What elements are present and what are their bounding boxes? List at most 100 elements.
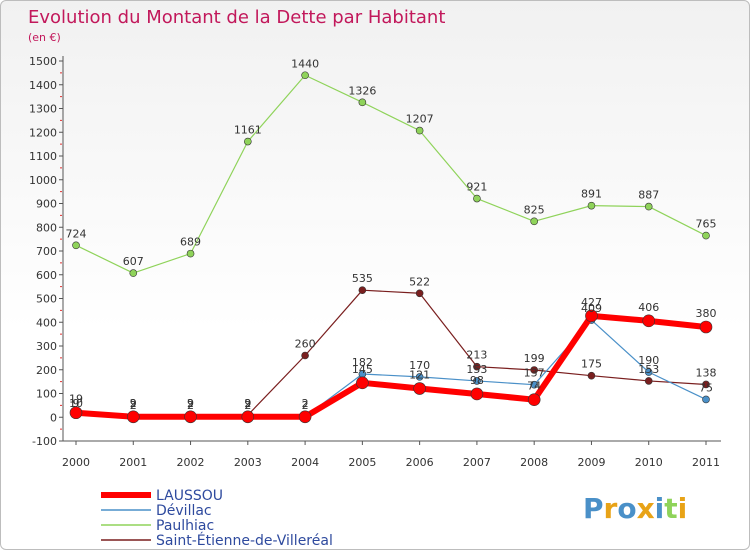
data-label: 9 [244,397,251,410]
data-label: 1161 [234,124,262,137]
data-label: 1326 [348,84,376,97]
data-label: 380 [696,307,717,320]
legend: LAUSSOUDévillacPaulhiacSaint-Étienne-de-… [101,488,333,549]
data-point [129,269,138,277]
x-tick-label: 2004 [291,456,319,469]
data-label: 765 [696,218,717,231]
data-label: 535 [352,272,373,285]
data-point [301,351,309,360]
data-label: 199 [524,352,545,365]
data-label: 137 [524,367,545,380]
data-point [702,380,710,389]
x-tick-label: 2001 [119,456,147,469]
y-tick-label: 1000 [29,174,57,187]
x-tick-label: 2000 [62,456,90,469]
y-tick-label: 1400 [29,79,57,92]
axes: -100 0 100 200 300 400 500 600 700 800 900 1000 1100… [29,55,721,469]
data-point [644,368,653,376]
data-label: 2 [302,399,309,412]
data-label: 175 [581,358,602,371]
data-point [473,362,481,371]
data-point [702,231,710,240]
data-label: 182 [352,356,373,369]
y-tick-label: 1300 [29,103,57,116]
data-label: 9 [187,397,194,410]
data-label: 2 [302,397,309,410]
legend-label: Saint-Étienne-de-Villeréal [156,532,333,549]
data-label: 825 [524,203,545,216]
data-point [530,366,538,374]
series-layer [69,71,713,424]
data-point [186,249,195,258]
proxiti-logo: Proxiti [583,492,687,525]
data-point [184,410,197,424]
data-label: 1440 [291,57,319,70]
data-label: 427 [581,296,602,309]
data-label: 891 [581,188,602,201]
y-tick-label: 1500 [29,55,57,68]
legend-label: Paulhiac [156,518,214,534]
y-tick-label: 900 [36,198,57,211]
logo-letter: P [583,492,604,525]
y-tick-label: 100 [36,388,57,401]
data-point [356,376,369,390]
y-tick-label: 500 [36,293,57,306]
data-label: 9 [73,397,80,410]
data-label: 724 [66,227,87,240]
data-point [587,371,596,380]
y-tick-label: 1200 [29,126,57,139]
data-label: 921 [466,181,487,194]
data-label: 2 [130,397,137,410]
legend-label: LAUSSOU [156,488,223,504]
data-label: 213 [466,349,487,362]
data-point [358,98,367,107]
data-label: 260 [295,338,316,351]
y-tick-label: 600 [36,269,57,282]
series-line [75,289,707,416]
y-tick-label: 800 [36,221,57,234]
data-point [530,217,538,226]
data-label: 2 [244,397,251,410]
data-point [587,201,596,210]
x-tick-label: 2010 [635,456,663,469]
series-line [75,74,707,274]
x-tick-label: 2003 [234,456,262,469]
data-label: 887 [638,189,659,202]
data-point [415,289,424,298]
data-label: 10 [69,397,83,410]
data-label: 145 [352,363,373,376]
data-point [530,380,538,389]
y-tick-label: -100 [32,435,57,448]
data-label: 75 [699,381,713,394]
data-point [644,377,653,385]
data-point [642,314,656,328]
y-tick-label: 200 [36,364,57,377]
data-label: 522 [409,275,430,288]
data-point [585,309,598,323]
data-label: 2 [187,397,194,410]
legend-label: Dévillac [156,503,212,519]
data-point [473,194,481,203]
data-label: 9 [130,397,137,410]
data-point [702,395,710,404]
x-tick-label: 2007 [463,456,491,469]
data-label: 689 [180,236,201,249]
logo-letter: i [678,492,688,525]
x-tick-label: 2005 [348,456,376,469]
data-point [415,373,424,381]
data-point [244,137,252,146]
x-tick-label: 2008 [520,456,548,469]
data-label: 74 [527,380,541,393]
data-point [301,71,309,80]
data-label: 19 [69,393,83,406]
x-tick-label: 2006 [406,456,434,469]
data-point [298,410,312,424]
data-label: 153 [466,363,487,376]
x-tick-label: 2011 [692,456,720,469]
y-tick-label: 400 [36,316,57,329]
logo-text: Proxiti [583,492,687,525]
x-tick-label: 2002 [177,456,205,469]
logo-letter: r [604,492,618,525]
